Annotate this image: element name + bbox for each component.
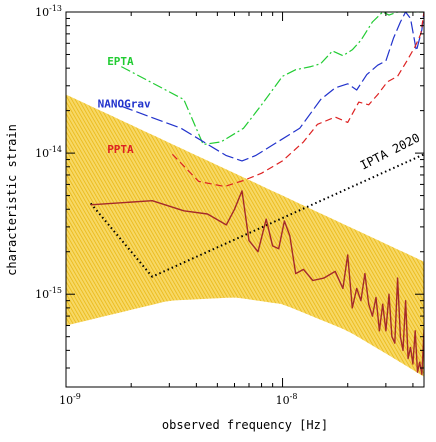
uncertainty-band bbox=[66, 94, 424, 377]
series-label-ppta: PPTA bbox=[107, 143, 134, 156]
series-line-epta bbox=[121, 12, 424, 146]
series-line-nanograv bbox=[121, 12, 424, 162]
x-axis-label: observed frequency [Hz] bbox=[162, 418, 328, 432]
signal-band bbox=[66, 94, 424, 377]
y-axis-label: characteristic strain bbox=[5, 124, 19, 276]
y-tick-label: 10-14 bbox=[35, 145, 62, 160]
ipta-2020-label: IPTA 2020 bbox=[358, 131, 422, 173]
series-line-ppta bbox=[171, 12, 424, 188]
axis-ticks: 10-9 10-8 10-15 10-14 10-13 bbox=[35, 4, 424, 407]
y-tick-label: 10-15 bbox=[35, 286, 62, 301]
series-group bbox=[89, 12, 424, 376]
x-tick-label: 10-9 bbox=[59, 392, 81, 407]
y-tick-label: 10-13 bbox=[35, 4, 62, 19]
series-label-nanograv: NANOGrav bbox=[98, 98, 151, 111]
x-tick-label: 10-8 bbox=[276, 392, 298, 407]
series-label-epta: EPTA bbox=[107, 55, 134, 68]
series-line-measured-strain bbox=[90, 190, 424, 376]
plot-frame bbox=[65, 11, 425, 388]
series-line-ipta-2020 bbox=[89, 153, 424, 278]
